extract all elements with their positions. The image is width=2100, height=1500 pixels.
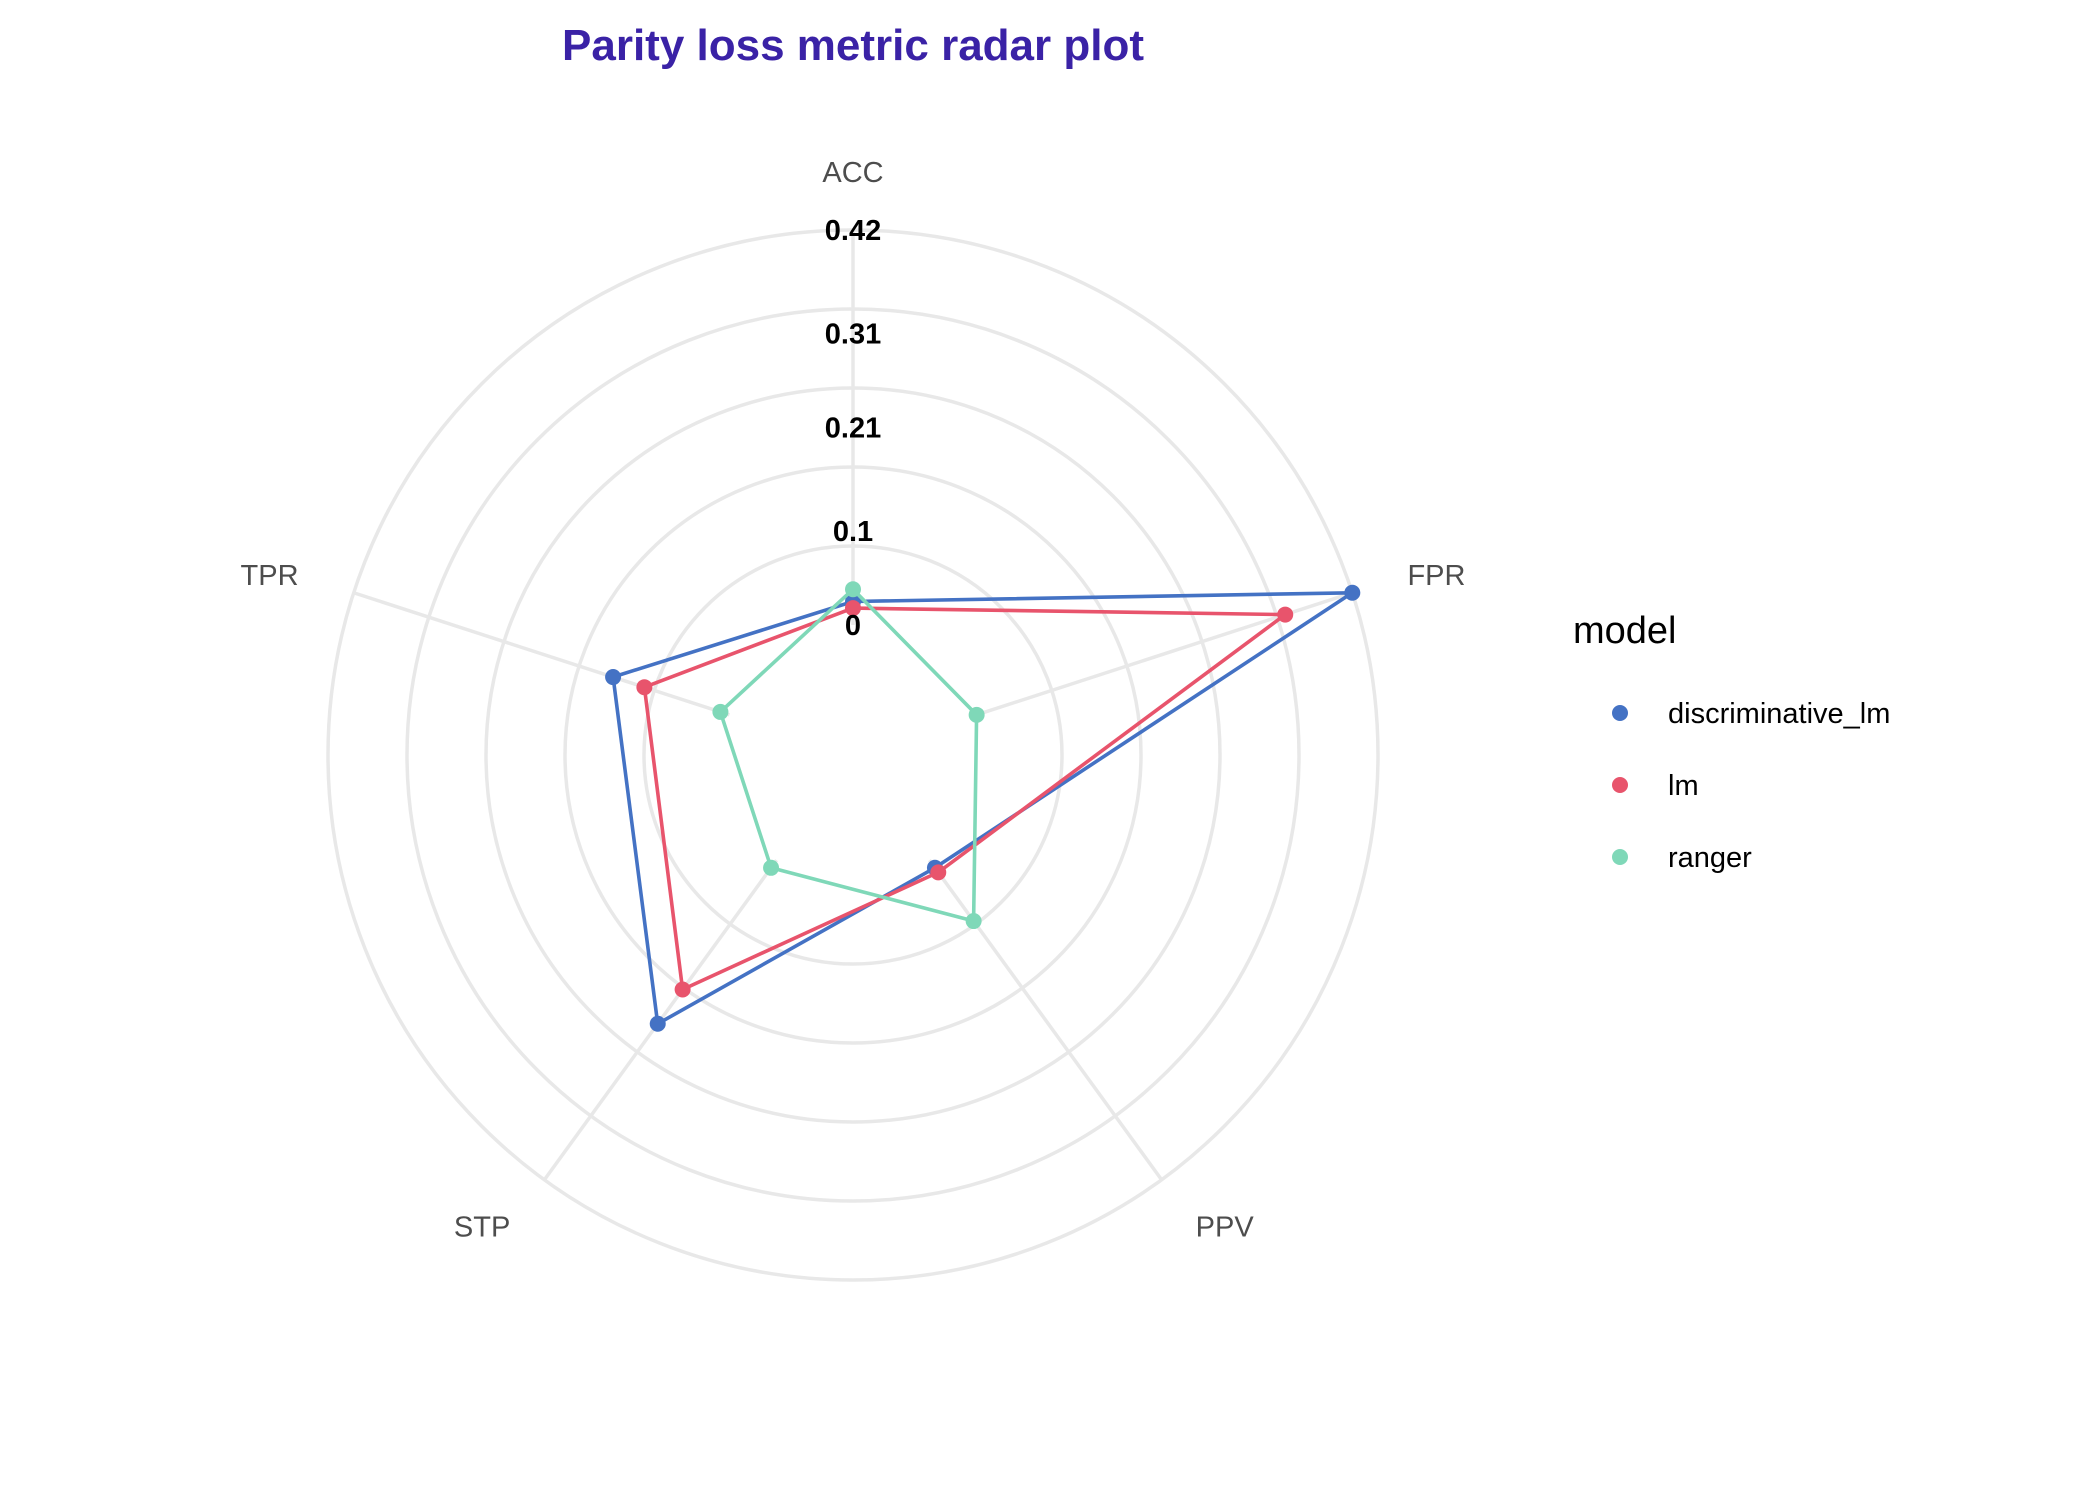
point-ranger-acc [845,581,861,598]
point-ranger-ppv [965,913,982,930]
chart-title: Parity loss metric radar plot [562,21,1144,70]
axis-label-ppv: PPV [1196,1212,1255,1244]
point-lm-tpr [636,679,653,696]
point-discriminative-lm-tpr [605,669,622,686]
point-lm-fpr [1277,606,1294,623]
point-discriminative-lm-stp [649,1015,666,1032]
tick-label: 0.42 [825,215,881,247]
tick-label: 0 [845,610,861,642]
point-ranger-fpr [968,706,985,723]
radial-tick-labels: 0 0.1 0.21 0.31 0.42 [825,215,881,642]
axis-label-acc: ACC [822,157,883,189]
series-layer [605,581,1361,1032]
legend-label-discriminative-lm: discriminative_lm [1668,698,1890,730]
series-line-ranger [718,587,979,923]
legend-key-ranger [1612,849,1628,865]
radar-spokes [353,230,1353,1181]
axis-label-tpr: TPR [241,560,299,592]
series-line-discriminative-lm [611,590,1355,1026]
point-lm-acc [845,600,861,617]
point-discriminative-lm-fpr [1344,584,1361,601]
tick-label: 0.21 [825,413,881,445]
axis-label-fpr: FPR [1407,560,1465,592]
legend-key-lm [1612,777,1628,793]
legend-key-discriminative-lm [1612,705,1628,721]
point-lm-stp [674,981,691,998]
legend-title: model [1573,610,1677,652]
tick-label: 0.31 [825,318,881,350]
point-lm-ppv [930,864,947,881]
legend-label-ranger: ranger [1668,842,1752,874]
tick-label: 0.1 [833,516,873,548]
point-ranger-tpr [712,703,729,720]
axis-label-stp: STP [454,1212,510,1244]
legend-label-lm: lm [1668,770,1699,802]
spoke-tpr [353,591,730,717]
series-line-lm [642,606,1287,992]
point-ranger-stp [763,859,780,876]
axis-labels: ACC FPR PPV STP TPR [241,157,1466,1244]
spoke-ppv [927,859,1164,1181]
